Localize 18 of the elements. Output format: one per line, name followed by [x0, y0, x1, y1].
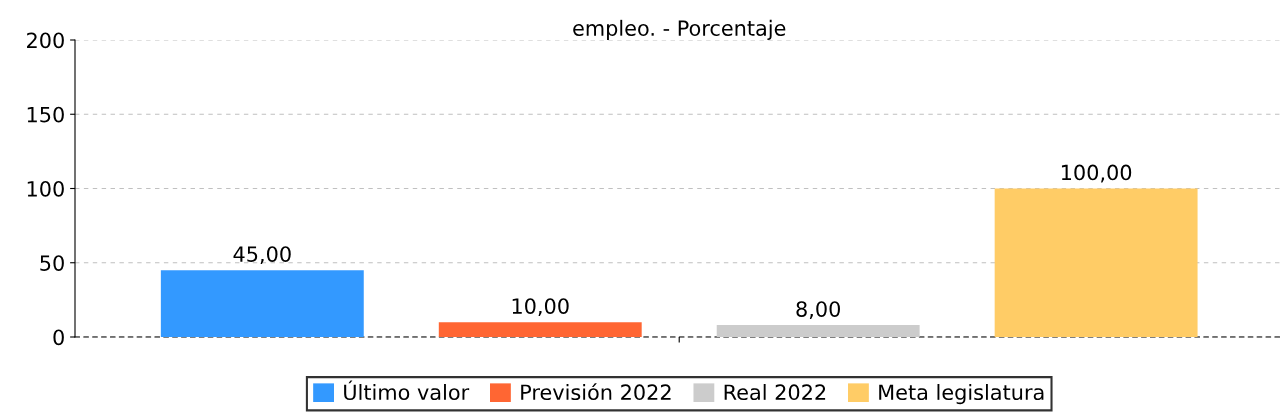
- legend-label: Real 2022: [724, 383, 826, 401]
- y-tick-label: 100: [27, 180, 64, 197]
- data-label: 45,00: [233, 246, 291, 265]
- bar: [438, 322, 642, 337]
- bar: [716, 325, 920, 337]
- y-tick-label: 50: [40, 255, 64, 271]
- legend-label: Último valor: [344, 380, 470, 401]
- bar: [160, 270, 364, 337]
- legend-label: Meta legislatura: [879, 383, 1044, 405]
- legend-label: Previsión 2022: [521, 383, 671, 401]
- chart-title: empleo. - Porcentaje: [573, 19, 786, 40]
- bar: [994, 188, 1198, 337]
- data-label: 8,00: [796, 301, 840, 320]
- y-tick-label: 150: [27, 106, 64, 123]
- y-tick-label: 200: [27, 32, 64, 49]
- data-label: 100,00: [1061, 164, 1132, 183]
- y-tick-label: 0: [53, 329, 64, 346]
- data-label: 10,00: [512, 298, 569, 317]
